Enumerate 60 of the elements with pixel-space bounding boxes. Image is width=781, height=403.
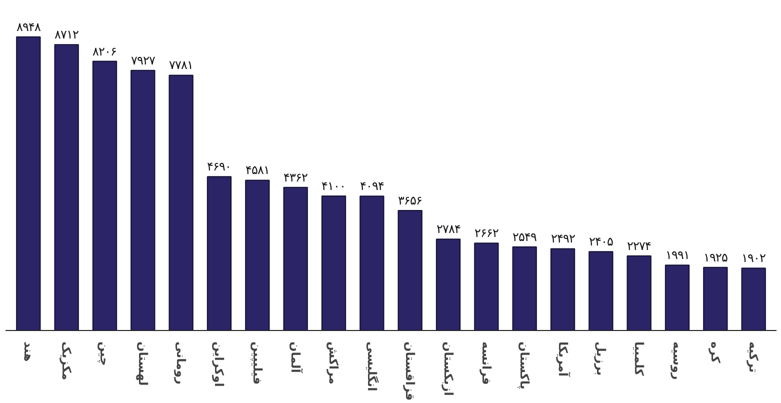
bar	[16, 36, 41, 330]
bar	[92, 60, 118, 330]
x-tick-label: فیلیپین	[250, 342, 264, 385]
data-label: ۲۲۷۴	[627, 238, 652, 253]
data-label: ۲۵۴۹	[512, 230, 537, 244]
bar	[321, 195, 346, 330]
bar	[588, 251, 614, 330]
data-label: ۸۲۰۶	[92, 44, 117, 58]
data-label: ۷۹۲۷	[130, 53, 156, 68]
data-label: ۴۱۰۰	[322, 178, 346, 193]
bar	[703, 266, 728, 330]
x-tick-label: کره	[708, 342, 722, 364]
x-tick-label: آمریکا	[556, 342, 571, 378]
bar	[283, 186, 308, 330]
data-label: ۷۷۸۱	[169, 58, 194, 72]
bar	[512, 246, 537, 330]
data-label: ۴۶۹۰	[207, 160, 232, 174]
x-tick-label: قزاقستان	[403, 342, 418, 401]
x-tick-label: فرانسه	[479, 342, 494, 385]
x-tick-label: برزیل	[594, 342, 608, 376]
data-label: ۴۵۸۱	[245, 163, 270, 178]
data-label: ۱۹۰۲	[742, 251, 766, 266]
x-tick-label: روسیه	[670, 342, 684, 380]
bar	[54, 44, 79, 330]
x-tick-label: اوکراین	[212, 342, 226, 387]
bar	[664, 264, 690, 330]
bar	[168, 74, 194, 330]
data-label: ۲۶۶۲	[474, 226, 498, 240]
bar	[398, 210, 422, 330]
bar	[245, 180, 270, 330]
x-tick-label: لهستان	[136, 342, 150, 386]
x-tick-label: ترکیه	[746, 342, 761, 373]
data-label: ۴۰۹۴	[360, 179, 384, 194]
x-tick-label: چین	[98, 342, 112, 366]
bar	[206, 176, 232, 330]
x-tick-label: مکزیک	[60, 342, 74, 380]
bar	[626, 255, 652, 330]
data-label: ۱۹۲۵	[703, 250, 728, 264]
data-label: ۲۴۹۲	[550, 232, 575, 246]
x-tick-label: پاکستان	[518, 342, 532, 390]
x-tick-label: هند	[21, 342, 36, 362]
data-label: ۲۴۰۵	[588, 234, 613, 249]
x-tick-label: آلمان	[288, 342, 304, 374]
x-tick-label: کلمبیا	[632, 342, 646, 376]
bar	[130, 70, 156, 330]
x-tick-label: ازبکستان	[441, 342, 456, 396]
x-tick-label: انگلیسی	[364, 342, 379, 392]
bar	[360, 196, 384, 330]
data-label: ۸۹۴۸	[16, 20, 42, 34]
x-tick-label: مراکش	[326, 342, 341, 384]
x-tick-label: رومانی	[174, 342, 188, 385]
data-label: ۱۹۹۱	[665, 248, 690, 262]
data-label: ۲۷۸۴	[436, 222, 460, 236]
data-label: ۴۳۶۲	[284, 170, 308, 184]
bar	[741, 268, 766, 330]
bar	[436, 238, 461, 330]
data-label: ۳۶۵۶	[398, 194, 422, 208]
data-label: ۸۷۱۲	[54, 28, 79, 42]
bar	[474, 242, 499, 330]
bar	[550, 248, 576, 330]
